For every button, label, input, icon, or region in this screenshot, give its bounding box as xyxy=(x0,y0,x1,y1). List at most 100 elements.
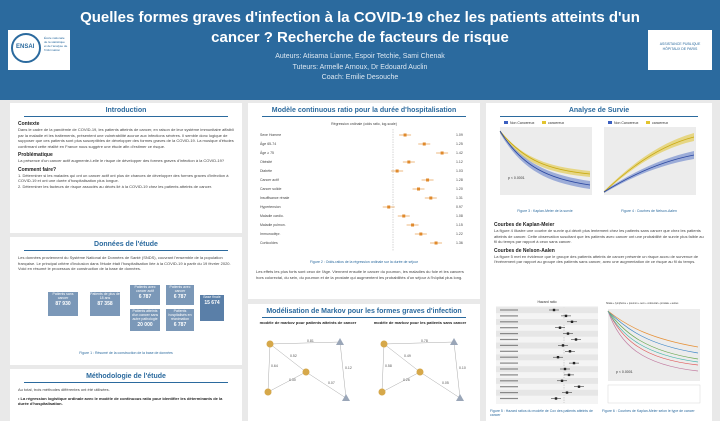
flow-box-2-num: 87 358 xyxy=(97,301,113,307)
markov-prob-right: 0.49 xyxy=(404,354,411,358)
cox-plot: Hazard ratio xyxy=(496,300,598,404)
markov-prob-left: 0.64 xyxy=(271,364,278,368)
ensai-logo-circle xyxy=(11,33,41,63)
forest-point xyxy=(422,142,426,146)
markov-edge xyxy=(269,343,307,373)
km-line-cancer xyxy=(499,130,591,175)
flow-box-3-label: Patients avec cancer actif xyxy=(134,285,156,293)
markov-state-node xyxy=(266,340,274,348)
markov-edge xyxy=(383,341,455,345)
ensai-logo-mark: ENSAI xyxy=(16,44,35,50)
forest-label: Corticoïdes xyxy=(260,241,278,245)
forest-or-value: 1.09 xyxy=(456,133,463,137)
cox-row-band xyxy=(496,389,598,396)
ensai-logo: ENSAI École nationale de la statistique … xyxy=(8,30,70,70)
forest-label: Maladie pulmon. xyxy=(260,223,286,227)
cox-point xyxy=(554,397,558,400)
forest-label: Hypertension xyxy=(260,205,281,209)
flow-box-1-num: 87 930 xyxy=(55,301,71,307)
method-title: Méthodologie de l'étude xyxy=(86,373,166,380)
km-line-nocancer xyxy=(499,130,591,186)
na-ci-nocancer xyxy=(604,151,694,193)
markov-edge xyxy=(383,343,421,373)
cox-row-band xyxy=(496,307,598,314)
forest-or-value: 1.08 xyxy=(456,214,463,218)
markov-edge xyxy=(267,371,307,393)
cox-point xyxy=(568,350,572,353)
km-legend-swatch-2 xyxy=(542,121,546,124)
survival-title: Analyse de Survie xyxy=(568,107,630,114)
coach: Coach: Emilie Desouche xyxy=(321,74,399,81)
forest-point xyxy=(387,205,391,209)
cox-row-band xyxy=(496,342,598,349)
markov-left-heading: modèle de markov pour patients atteints … xyxy=(259,320,357,325)
problem-text: La présence d'un cancer actif augmente-t… xyxy=(18,158,225,163)
markov-edge xyxy=(381,343,385,393)
markov-state-node xyxy=(450,338,458,345)
cox-row-label xyxy=(500,309,518,311)
forest-point xyxy=(419,232,423,236)
cox-point xyxy=(572,361,576,365)
aphp-logo-text: ASSISTANCE PUBLIQUE HÔPITAUX DE PARIS xyxy=(659,42,701,51)
markov-right-heading: modèle de markov pour les patients sans … xyxy=(373,320,467,325)
cox-row-band xyxy=(496,366,598,373)
km-type-line-2 xyxy=(607,310,699,360)
km-plot-bg xyxy=(500,127,592,195)
markov-edge xyxy=(381,371,421,393)
cox-row-band xyxy=(496,330,598,337)
markov-prob-left: 0.30 xyxy=(289,378,296,382)
km-plot: Non Cancereux cancereux p < 0.0001 xyxy=(499,121,592,195)
ensai-logo-text: École nationale de la statistique et de … xyxy=(44,36,68,52)
flow-box-6-num: 6 787 xyxy=(173,322,187,328)
cox-row-label xyxy=(500,380,518,382)
cox-row-label xyxy=(500,321,518,323)
flow-box-1: Patients sans cancer 87 930 xyxy=(48,292,78,316)
forest-label: Cancer solide xyxy=(260,187,281,191)
forest-point xyxy=(429,196,433,200)
forest-or-value: 1.20 xyxy=(456,187,463,191)
forest-panel: Modèle continuous ratio pour la durée d'… xyxy=(248,103,480,299)
markov-panel: Modélisation de Markov pour les formes g… xyxy=(248,304,480,421)
km-type-legend: Strata + lymphome + poumon + sein + colo… xyxy=(606,302,679,305)
flow-box-4: Patients atteints d'un cancer sans autre… xyxy=(130,309,160,331)
cox-point xyxy=(563,367,567,371)
poster-title: Quelles formes graves d'infection à la C… xyxy=(80,9,640,46)
na-caption: Figure 4 : Courbes de Nelson-Aalen xyxy=(621,209,677,213)
flow-box-1-label: Patients sans cancer xyxy=(52,292,74,300)
km-type-pval: p < 0.0001 xyxy=(616,370,633,374)
markov-prob-right: 0.78 xyxy=(421,339,428,343)
markov-edge xyxy=(339,341,347,399)
markov-diagrams: 0.81 0.64 0.12 0.30 0.07 0.52 0.78 0.58 0.10 0.26… xyxy=(264,338,466,401)
cox-point xyxy=(560,379,564,382)
km-type-line-1 xyxy=(607,310,699,366)
intro-title: Introduction xyxy=(105,107,147,114)
na-legend-swatch-1 xyxy=(608,121,612,124)
data-underline xyxy=(24,250,228,251)
method-panel: Méthodologie de l'étude Au total, trois … xyxy=(10,369,242,421)
aphp-logo: ASSISTANCE PUBLIQUE HÔPITAUX DE PARIS xyxy=(648,30,712,70)
forest-label: Diabète xyxy=(260,169,272,173)
forest-title: Modèle continuous ratio pour la durée d'… xyxy=(271,107,457,114)
markov-prob-left: 0.52 xyxy=(290,354,297,358)
flow-box-5-num: 6 787 xyxy=(173,294,187,300)
cox-point xyxy=(558,326,562,329)
flow-box-4-label: Patients atteints d'un cancer sans autre… xyxy=(131,309,159,321)
km-legend-2: cancereux xyxy=(548,121,564,125)
na-plot: Non Cancereux cancereux xyxy=(603,121,696,195)
markov-edge xyxy=(267,343,271,393)
km-type-plot: Strata + lymphome + poumon + sein + colo… xyxy=(606,302,701,404)
flow-box-2: Patients de plus de 18 ans 87 358 xyxy=(90,292,120,316)
markov-edge xyxy=(269,341,341,345)
flow-box-6-label: Patients hospitalisés en réanimation xyxy=(168,309,192,321)
intro-panel: Introduction Contexte Dans le cadre de l… xyxy=(10,103,242,233)
cox-point xyxy=(570,320,574,323)
markov-prob-right: 0.26 xyxy=(403,378,410,382)
markov-prob-left: 0.07 xyxy=(328,381,335,385)
markov-title: Modélisation de Markov pour les formes g… xyxy=(266,308,462,315)
km-text: La figure 4 illustre une courbe de survi… xyxy=(494,228,704,244)
markov-state-node xyxy=(336,338,344,345)
forest-point xyxy=(395,169,399,173)
markov-edge xyxy=(453,341,461,399)
forest-label: Maladie cardio. xyxy=(260,214,284,218)
cox-row-band xyxy=(496,354,598,361)
